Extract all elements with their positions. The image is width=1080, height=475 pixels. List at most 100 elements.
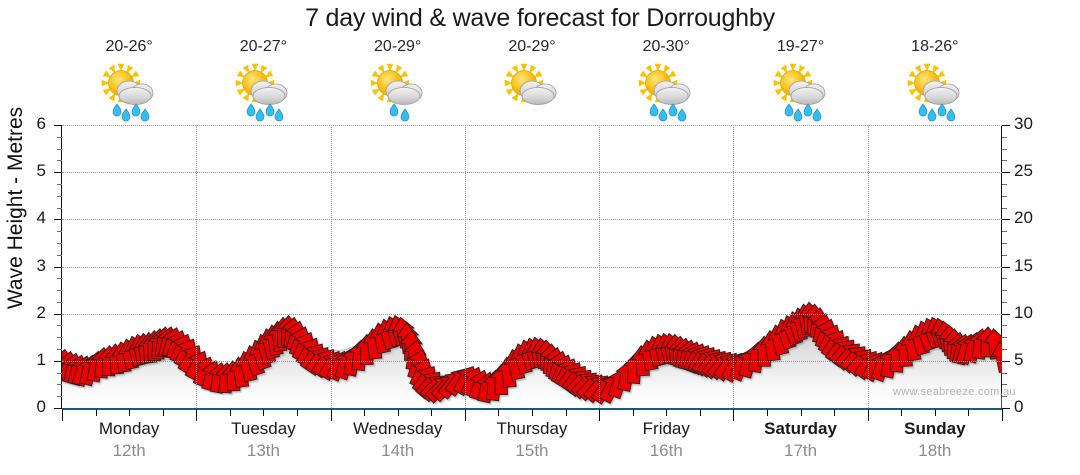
day-header-row: 20-26° 20-27° [62, 36, 1002, 128]
left-minor-tick [57, 396, 62, 398]
day-date: 16th [649, 441, 683, 460]
day-label-wednesday: Wednesday 14th [331, 418, 465, 462]
horizontal-gridline [62, 360, 1002, 362]
right-tick [1002, 172, 1010, 174]
x-tick [229, 409, 231, 416]
x-tick [330, 409, 332, 421]
vertical-gridline [330, 125, 332, 408]
left-minor-tick [57, 160, 62, 162]
day-name: Tuesday [231, 419, 296, 438]
right-tick-label: 15 [1014, 255, 1033, 275]
x-tick [565, 409, 567, 416]
temp-range: 20-29° [374, 38, 422, 55]
x-tick [532, 409, 533, 416]
right-minor-tick [1002, 242, 1007, 244]
x-tick [699, 409, 701, 416]
vertical-gridline [733, 125, 735, 408]
x-tick [968, 409, 970, 416]
x-tick [733, 409, 735, 421]
watermark: www.seabreeze.com.au [893, 386, 1016, 398]
x-tick [800, 409, 802, 416]
temp-range: 20-26° [105, 38, 153, 55]
left-tick-label: 1 [36, 349, 46, 369]
right-tick [1002, 266, 1010, 268]
left-tick-label: 5 [36, 161, 46, 181]
day-header-wednesday: 20-29° [331, 36, 465, 122]
day-date: 18th [918, 441, 952, 460]
vertical-gridline [196, 125, 198, 408]
right-minor-tick [1002, 183, 1007, 185]
vertical-gridline [599, 125, 601, 408]
x-tick [1002, 409, 1003, 421]
vertical-gridline [867, 125, 869, 408]
horizontal-gridline [62, 219, 1002, 221]
left-tick [54, 313, 62, 315]
day-header-thursday: 20-29° [465, 36, 599, 122]
horizontal-gridline [62, 172, 1002, 174]
right-tick [1002, 125, 1010, 126]
page-title: 7 day wind & wave forecast for Dorroughb… [305, 4, 775, 32]
left-tick-label: 6 [36, 114, 46, 133]
day-label-sunday: Sunday 18th [868, 418, 1002, 462]
right-tick-label: 0 [1014, 397, 1024, 416]
right-minor-tick [1002, 349, 1007, 351]
left-tick-label: 4 [36, 208, 46, 228]
left-minor-tick [57, 254, 62, 256]
left-tick-label: 2 [36, 302, 46, 322]
left-minor-tick [57, 242, 62, 244]
x-tick [867, 409, 869, 421]
x-tick [498, 409, 500, 416]
right-minor-tick [1002, 195, 1007, 197]
left-minor-tick [57, 349, 62, 351]
right-tick-label: 20 [1014, 208, 1033, 228]
right-minor-tick [1002, 136, 1007, 138]
left-minor-tick [57, 325, 62, 327]
right-minor-tick [1002, 325, 1007, 327]
left-tick [54, 266, 62, 268]
left-minor-tick [57, 231, 62, 233]
left-tick [54, 219, 62, 221]
x-tick [162, 409, 164, 416]
left-tick [54, 172, 62, 174]
horizontal-gridline [62, 313, 1002, 315]
day-date: 12th [112, 441, 146, 460]
x-tick [397, 409, 399, 416]
left-minor-tick [57, 384, 62, 386]
day-label-saturday: Saturday 17th [733, 418, 867, 462]
day-header-friday: 20-30° [599, 36, 733, 122]
day-name: Thursday [496, 419, 568, 438]
horizontal-gridline [62, 266, 1002, 268]
day-label-friday: Friday 16th [599, 418, 733, 462]
x-tick [901, 409, 903, 416]
day-header-sunday: 18-26° [868, 36, 1002, 122]
x-tick [767, 409, 768, 416]
day-label-monday: Monday 12th [62, 418, 196, 462]
day-name: Friday [642, 419, 690, 438]
right-minor-tick [1002, 207, 1007, 209]
day-date: 14th [381, 441, 415, 460]
x-tick [632, 409, 634, 416]
left-minor-tick [57, 337, 62, 339]
x-tick [666, 409, 668, 416]
x-tick [196, 409, 198, 421]
day-header-monday: 20-26° [62, 36, 196, 122]
day-name: Saturday [764, 419, 837, 438]
temp-range: 20-30° [642, 38, 690, 55]
right-minor-tick [1002, 278, 1007, 280]
day-header-saturday: 19-27° [733, 36, 867, 122]
x-tick [834, 409, 836, 416]
day-header-tuesday: 20-27° [196, 36, 330, 122]
right-tick [1002, 360, 1010, 362]
left-minor-tick [57, 195, 62, 197]
plot-area [62, 125, 1002, 408]
right-minor-tick [1002, 372, 1007, 374]
right-tick [1002, 408, 1010, 409]
left-minor-tick [57, 207, 62, 209]
x-tick [263, 409, 265, 416]
day-label-row: Monday 12th Tuesday 13th Wednesday 14th Thu… [62, 418, 1002, 470]
right-minor-tick [1002, 148, 1007, 150]
temp-range: 20-27° [239, 38, 288, 55]
x-tick [431, 409, 433, 416]
right-minor-tick [1002, 301, 1007, 303]
temp-range: 20-29° [508, 38, 556, 55]
